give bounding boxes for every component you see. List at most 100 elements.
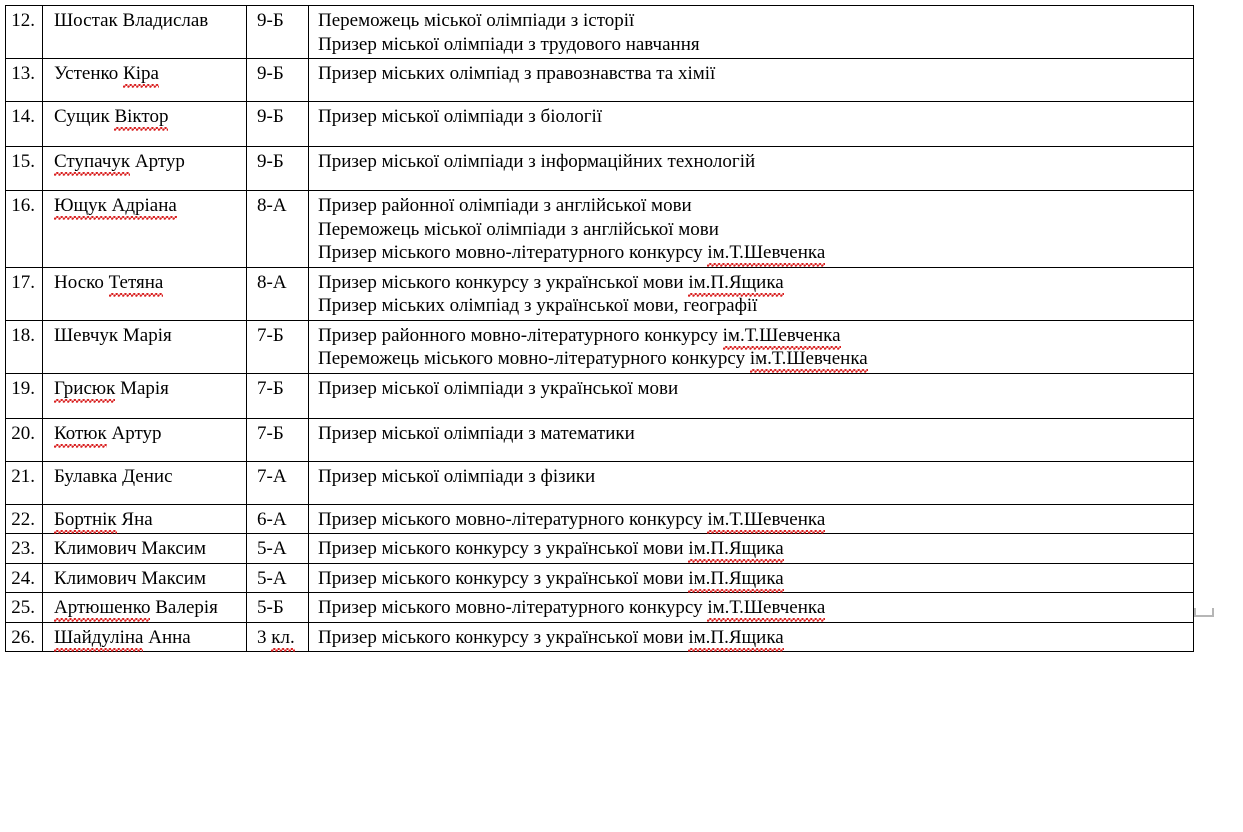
cell-row-number[interactable]: 22.	[5, 503, 43, 534]
cell-class[interactable]: 5-А	[246, 562, 309, 593]
cell-row-number[interactable]: 13.	[5, 58, 43, 102]
cell-student-name[interactable]: Шостак Владислав	[42, 5, 247, 59]
cell-achievements[interactable]: Призер районної олімпіади з англійської …	[308, 190, 1194, 268]
cell-class[interactable]: 5-Б	[246, 592, 309, 623]
class-text: 5-А	[257, 538, 287, 559]
cell-achievements[interactable]: Призер міського мовно-літературного конк…	[308, 503, 1194, 534]
achievements-text: Призер районної олімпіади з англійської …	[309, 191, 1193, 267]
name-tail-part: Артур	[106, 422, 162, 444]
row-number-text: 17.	[11, 271, 35, 293]
cell-row-number[interactable]: 17.	[5, 266, 43, 321]
cell-class[interactable]: 5-А	[246, 533, 309, 564]
achievement-plain-part: Переможець міської олімпіади з історії	[318, 10, 635, 31]
row-number-text: 23.	[11, 538, 35, 559]
cell-class[interactable]: 6-А	[246, 503, 309, 534]
cell-student-name[interactable]: Котюк Артур	[42, 417, 247, 462]
cell-achievements[interactable]: Призер міського мовно-літературного конк…	[308, 592, 1194, 623]
spellcheck-underlined-text: Віктор	[114, 106, 169, 131]
cell-row-number[interactable]: 20.	[5, 417, 43, 462]
cell-class[interactable]: 8-А	[246, 190, 309, 268]
achievement-plain-part: Призер міського мовно-літературного конк…	[318, 508, 708, 530]
cell-achievements[interactable]: Призер міської олімпіади з математики	[308, 417, 1194, 462]
cell-class[interactable]: 9-Б	[246, 5, 309, 59]
cell-achievements[interactable]: Призер міської олімпіади з інформаційних…	[308, 146, 1194, 191]
achievements-text: Призер міського мовно-літературного конк…	[309, 593, 1193, 622]
cell-achievements[interactable]: Призер міських олімпіад з правознавства …	[308, 58, 1194, 102]
cell-class[interactable]: 7-Б	[246, 417, 309, 462]
cell-achievements[interactable]: Призер міської олімпіади з біології	[308, 101, 1194, 147]
achievement-plain-part: Призер районної олімпіади з англійської …	[318, 195, 692, 216]
cell-achievements[interactable]: Призер міського конкурсу з української м…	[308, 562, 1194, 593]
cell-row-number[interactable]: 26.	[5, 621, 43, 652]
cell-student-name[interactable]: Артюшенко Валерія	[42, 592, 247, 623]
cell-row-number[interactable]: 24.	[5, 562, 43, 593]
cell-row-number[interactable]: 25.	[5, 592, 43, 623]
achievement-plain-part: Призер міських олімпіад з правознавства …	[318, 63, 716, 84]
row-number-text: 22.	[11, 508, 35, 530]
row-number-text: 26.	[11, 626, 35, 648]
cell-student-name[interactable]: Сущик Віктор	[42, 101, 247, 147]
cell-achievements[interactable]: Переможець міської олімпіади з історії Пр…	[308, 5, 1194, 59]
cell-row-number[interactable]: 23.	[5, 533, 43, 564]
table-row: 13. Устенко Кіра 9-Б Призер міських олімпіа…	[5, 58, 1194, 102]
achievement-line: Призер міської олімпіади з трудового нав…	[318, 33, 1189, 57]
spellcheck-underlined-text: Тетяна	[108, 271, 164, 297]
cell-student-name[interactable]: Грисюк Марія	[42, 372, 247, 419]
student-name-text: Климович Максим	[54, 567, 206, 589]
cell-class[interactable]: 3 кл.	[246, 621, 309, 652]
cell-student-name[interactable]: Ступачук Артур	[42, 146, 247, 191]
cell-row-number[interactable]: 16.	[5, 190, 43, 268]
cell-row-number[interactable]: 19.	[5, 372, 43, 419]
cell-row-number[interactable]: 15.	[5, 146, 43, 191]
achievement-line: Призер міського конкурсу з української м…	[318, 567, 1189, 591]
cell-row-number[interactable]: 14.	[5, 101, 43, 147]
cell-achievements[interactable]: Призер міського конкурсу з української м…	[308, 533, 1194, 564]
achievement-plain-part: Переможець міського мовно-літературного …	[318, 348, 750, 369]
achievement-plain-part: Призер міської олімпіади з фізики	[318, 465, 596, 487]
row-number-text: 14.	[11, 106, 35, 127]
achievement-plain-part: Призер міського конкурсу з української м…	[318, 271, 689, 293]
spellcheck-underlined-text: ім.П.Ящика	[688, 567, 784, 593]
cell-student-name[interactable]: Носко Тетяна	[42, 266, 247, 321]
cell-class[interactable]: 9-Б	[246, 101, 309, 147]
cell-student-name[interactable]: Климович Максим	[42, 533, 247, 564]
class-text: 7-Б	[257, 422, 284, 444]
achievement-line: Призер районного мовно-літературного кон…	[318, 324, 1189, 348]
cell-achievements[interactable]: Призер міського конкурсу з української м…	[308, 266, 1194, 321]
cell-student-name[interactable]: Булавка Денис	[42, 460, 247, 505]
cell-achievements[interactable]: Призер районного мовно-літературного кон…	[308, 319, 1194, 374]
achievements-text: Призер районного мовно-літературного кон…	[309, 321, 1193, 373]
cell-class[interactable]: 8-А	[246, 266, 309, 321]
student-name-text: Шевчук Марія	[54, 324, 172, 346]
table-row: 14. Сущик Віктор 9-Б Призер міської олімпіа…	[5, 101, 1194, 147]
class-text: 9-Б	[257, 151, 284, 172]
cell-class[interactable]: 7-А	[246, 460, 309, 505]
table-row: 16. Ющук Адріана 8-А Призер районної олімпі…	[5, 190, 1194, 268]
table-row: 19. Грисюк Марія 7-Б Призер міської олімпіа…	[5, 372, 1194, 419]
cell-class[interactable]: 9-Б	[246, 58, 309, 102]
student-name-text: Бортнік Яна	[43, 505, 246, 534]
cell-student-name[interactable]: Климович Максим	[42, 562, 247, 593]
cell-student-name[interactable]: Шайдуліна Анна	[42, 621, 247, 652]
class-text: 3 кл.	[247, 623, 308, 652]
cell-achievements[interactable]: Призер міської олімпіади з фізики	[308, 460, 1194, 505]
row-number-text: 24.	[11, 567, 35, 589]
cell-row-number[interactable]: 18.	[5, 319, 43, 374]
cell-student-name[interactable]: Ющук Адріана	[42, 190, 247, 268]
table-row: 15. Ступачук Артур 9-Б Призер міської олімп…	[5, 146, 1194, 191]
cell-student-name[interactable]: Шевчук Марія	[42, 319, 247, 374]
cell-row-number[interactable]: 21.	[5, 460, 43, 505]
cell-class[interactable]: 7-Б	[246, 372, 309, 419]
cell-student-name[interactable]: Устенко Кіра	[42, 58, 247, 102]
cell-row-number[interactable]: 12.	[5, 5, 43, 59]
achievements-text: Призер міської олімпіади з фізики	[309, 462, 1193, 491]
cell-class[interactable]: 9-Б	[246, 146, 309, 191]
student-name-text: Климович Максим	[54, 538, 206, 559]
name-tail-part: Анна	[143, 626, 191, 648]
cell-achievements[interactable]: Призер міського конкурсу з української м…	[308, 621, 1194, 652]
cell-student-name[interactable]: Бортнік Яна	[42, 503, 247, 534]
cell-achievements[interactable]: Призер міської олімпіади з української м…	[308, 372, 1194, 419]
table-resize-handle[interactable]	[1194, 608, 1214, 617]
cell-class[interactable]: 7-Б	[246, 319, 309, 374]
